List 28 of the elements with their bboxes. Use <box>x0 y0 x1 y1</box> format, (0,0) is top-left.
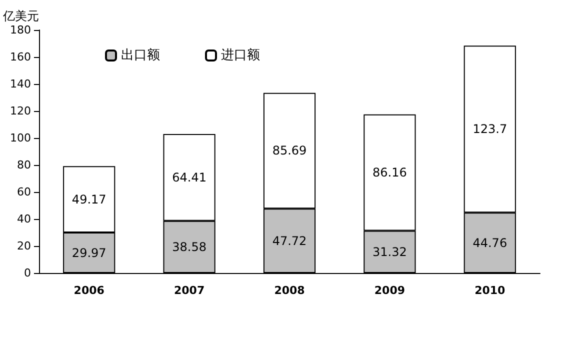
legend-label: 出口额 <box>121 48 160 63</box>
y-tick-label: 100 <box>10 132 31 144</box>
data-label: 64.41 <box>172 170 206 184</box>
data-label: 49.17 <box>72 192 106 206</box>
y-tick-label: 20 <box>17 240 31 252</box>
data-label: 44.76 <box>472 236 508 250</box>
data-label: 47.72 <box>272 234 307 248</box>
y-tick-label: 180 <box>10 24 31 36</box>
x-tick-label: 2008 <box>274 284 305 297</box>
y-tick-label: 40 <box>17 212 31 226</box>
data-label: 123.7 <box>472 122 508 136</box>
x-tick-label: 2010 <box>474 284 506 297</box>
data-label: 38.58 <box>172 240 206 254</box>
legend-label: 进口额 <box>221 48 260 63</box>
data-label: 85.69 <box>272 144 307 158</box>
y-tick-label: 60 <box>17 186 31 198</box>
y-tick-label: 80 <box>17 158 31 172</box>
y-axis-title: 亿美元 <box>2 9 39 23</box>
x-tick-label: 2009 <box>374 284 406 297</box>
data-label: 86.16 <box>372 166 407 180</box>
y-tick-label: 160 <box>10 50 31 64</box>
x-tick-label: 2006 <box>74 284 105 297</box>
y-tick-label: 0 <box>24 266 31 280</box>
x-tick-label: 2007 <box>174 284 205 297</box>
y-tick-label: 140 <box>10 78 31 90</box>
data-label: 29.97 <box>72 246 106 260</box>
data-label: 31.32 <box>372 244 407 259</box>
y-tick-label: 120 <box>10 104 31 118</box>
